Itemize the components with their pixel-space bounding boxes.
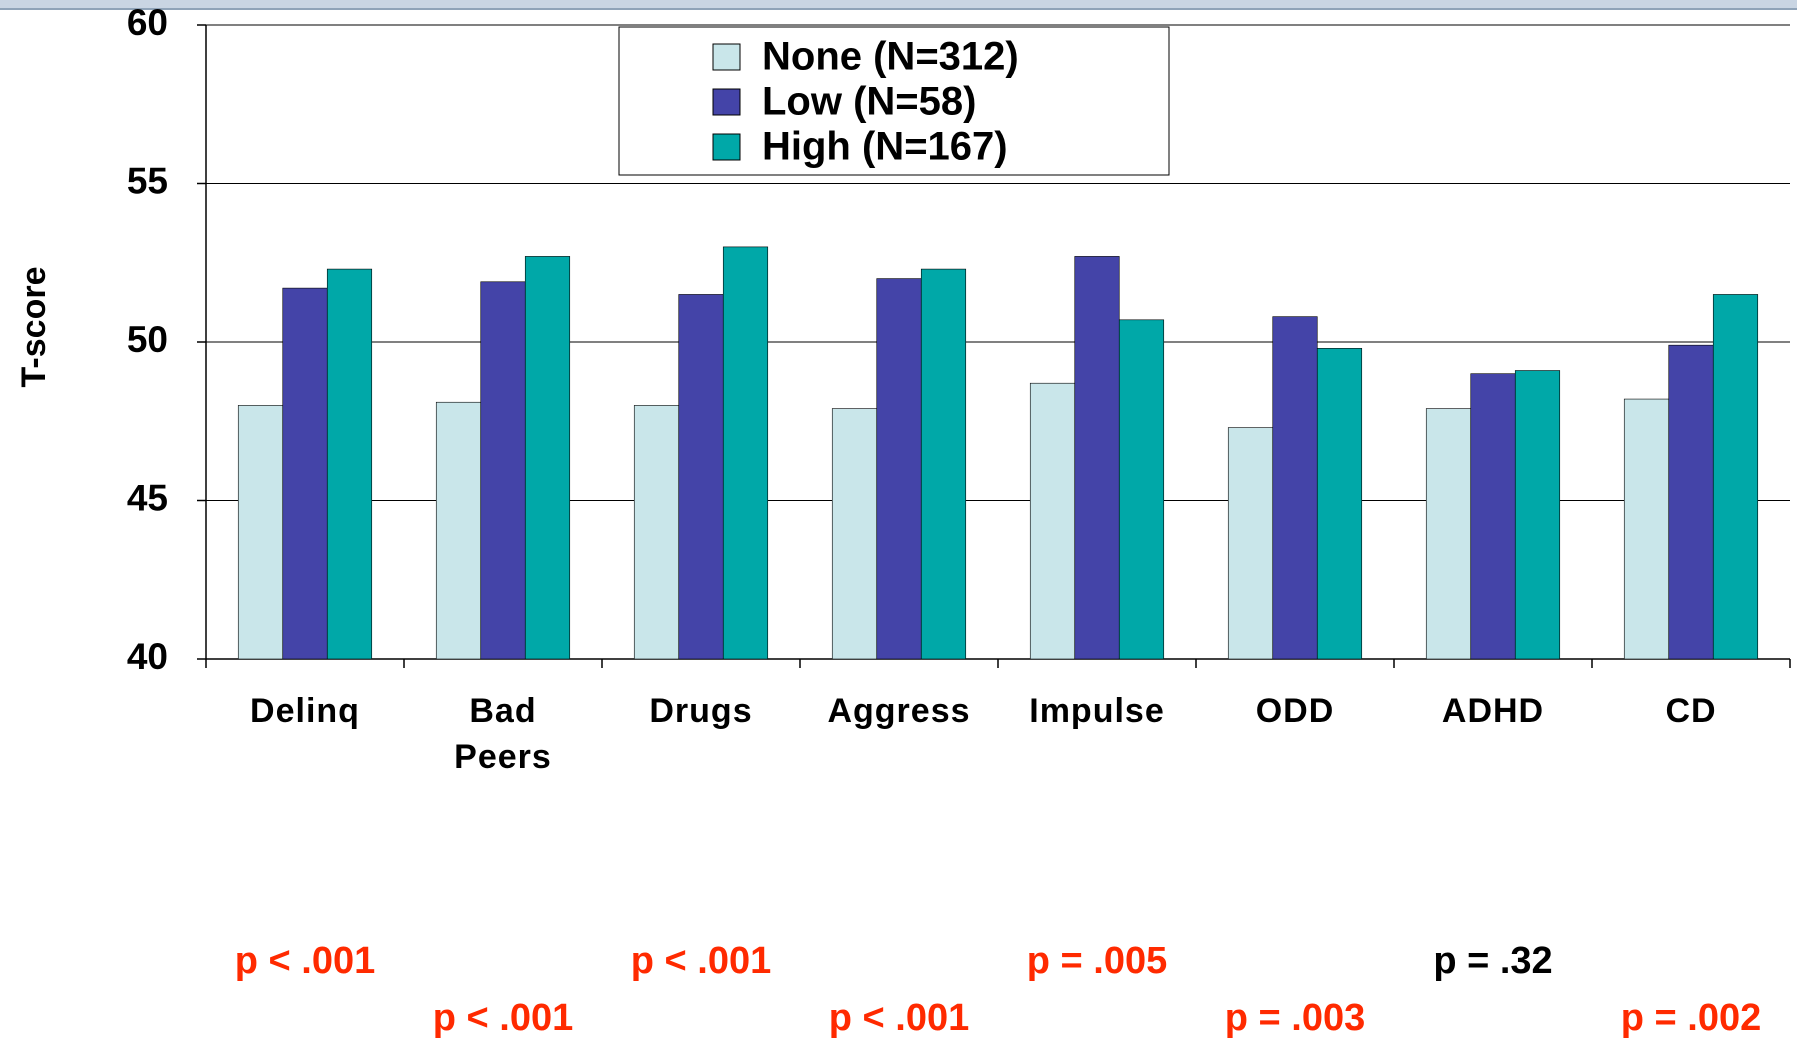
bar — [1668, 344, 1714, 660]
p-value: p = .003 — [1224, 997, 1366, 1039]
p-value: p < .001 — [630, 940, 772, 982]
x-tick-label: ODD — [1255, 692, 1335, 730]
y-tick-label: 40 — [127, 636, 168, 677]
bar — [633, 405, 680, 660]
bar — [1470, 373, 1516, 660]
bar — [1514, 370, 1561, 660]
bar — [480, 281, 526, 660]
legend-label: Low (N=58) — [762, 80, 976, 124]
x-tick-label: Aggress — [827, 692, 971, 730]
bar — [1074, 256, 1120, 660]
legend-swatch — [712, 88, 741, 116]
x-tick-label: Drugs — [649, 692, 753, 730]
bar — [1425, 408, 1472, 660]
bar — [920, 268, 967, 660]
legend-swatch — [712, 133, 741, 161]
bar — [326, 268, 373, 660]
top-strip — [0, 0, 1797, 9]
bar — [1623, 398, 1670, 660]
bar — [1316, 348, 1363, 660]
bar — [1118, 319, 1165, 660]
legend-box — [618, 26, 1170, 176]
bar — [1272, 316, 1318, 660]
bar — [282, 287, 328, 660]
p-value: p < .001 — [234, 940, 376, 982]
legend-label: None (N=312) — [762, 35, 1019, 79]
y-tick-label: 55 — [127, 160, 168, 201]
p-value: p = .005 — [1026, 940, 1168, 982]
y-tick-label: 50 — [127, 319, 168, 360]
y-tick-label: 60 — [127, 2, 168, 43]
bar — [678, 294, 724, 660]
x-tick-label: Bad Peers — [454, 692, 552, 776]
p-value: p < .001 — [432, 997, 574, 1039]
bar — [722, 246, 769, 660]
p-value: p = .002 — [1620, 997, 1762, 1039]
y-tick-label: 45 — [127, 477, 168, 518]
x-tick-label: ADHD — [1441, 692, 1545, 730]
x-tick-label: Delinq — [250, 692, 360, 730]
bar — [1712, 294, 1759, 660]
bar — [524, 256, 571, 660]
bar — [876, 278, 922, 660]
p-value: p = .32 — [1433, 940, 1553, 982]
bar — [1227, 427, 1274, 660]
bar — [831, 408, 878, 660]
legend-swatch — [712, 43, 741, 71]
bar — [1029, 382, 1076, 660]
x-tick-label: Impulse — [1029, 692, 1165, 730]
bar — [435, 401, 482, 660]
p-value: p < .001 — [828, 997, 970, 1039]
y-axis-title: T-score — [15, 267, 53, 388]
x-tick-label: CD — [1665, 692, 1717, 730]
legend-label: High (N=167) — [762, 125, 1008, 169]
bar — [237, 405, 284, 660]
